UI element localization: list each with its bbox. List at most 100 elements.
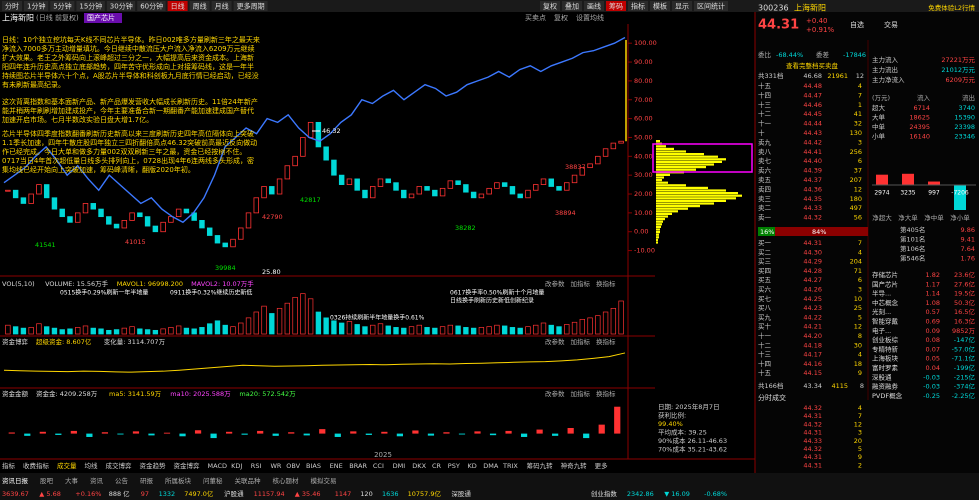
period-button[interactable] [106,1,136,11]
chip-bar [656,158,726,161]
bottom-tab: 资讯日报 [2,476,29,485]
candle [20,197,27,204]
book-volume: 6 [858,157,862,165]
sector-amount: 16.3亿 [954,317,975,326]
book-price: 44.20 [803,332,822,340]
chip-bar [656,228,660,231]
book-volume: 130 [850,129,862,137]
candle [261,186,267,199]
book-volume: 3 [858,138,862,146]
book-link: 查看完整档买卖盘 [786,61,839,70]
label: 21961 [827,72,848,80]
net-value: 997 [928,190,940,197]
book-volume: 7 [858,239,862,247]
period-button[interactable] [50,1,75,11]
chip-info: 90%成本 26.11-46.63 [658,436,727,445]
volume-bar [447,324,454,335]
label: 4115 [831,382,848,390]
tool-button[interactable] [628,1,648,11]
price-note: 38837 [565,163,586,171]
sector-change: 1.08 [926,299,940,307]
sector-change: 1.82 [926,271,940,279]
label: 23398 [954,123,975,131]
book-volume: 41 [854,110,862,118]
funds-bar [70,430,77,434]
candle [137,212,143,218]
book-price: 44.46 [803,101,822,109]
funds-bar [179,433,186,437]
chip-box [652,143,753,173]
period-button[interactable] [211,1,232,11]
y-tick-label: 30.00 [634,171,653,179]
candle [501,182,508,187]
book-volume: 204 [850,258,862,266]
candle [300,137,306,157]
chip-bar [656,173,670,176]
period-button[interactable] [233,1,268,11]
chip-bar [656,207,688,210]
label: 7.64 [961,245,975,253]
tool-button[interactable] [562,1,582,11]
candle [5,189,11,192]
period-button[interactable] [2,1,22,11]
volume-bar [230,326,236,335]
chip-bar [656,153,704,156]
panel-menu: 加指标 [571,337,591,346]
period-button[interactable] [137,1,166,11]
volume-bar [51,327,58,335]
funds-bar [489,433,497,436]
section-title: 分时成交 [758,393,786,402]
candle [610,142,617,150]
label: 8 [860,382,864,390]
period-button[interactable] [167,1,188,11]
volume-bar [509,327,516,335]
candle [222,242,228,248]
tool-button[interactable] [694,1,728,11]
status-item: +0.16% [75,490,101,498]
trade-price: 44.31 [803,429,822,437]
tool-button[interactable] [606,1,626,11]
book-price: 44.23 [803,304,822,312]
status-item: 创业指数 [591,489,618,498]
annotation: 日线：10个独立挖坑每天K线不同芯片半导体。昨日002唯多方量刷新三年之最天来净… [2,36,260,89]
tool-button[interactable] [540,1,560,11]
book-level: 买五 [758,276,772,284]
book-volume: 207 [850,176,862,184]
book-volume: 12 [854,323,862,331]
indicator-tab: WR [271,462,282,470]
volume-bar [346,321,353,335]
candle [59,208,65,218]
candle [245,212,252,229]
book-level: 卖五 [758,176,772,184]
tool-button[interactable] [672,1,692,11]
chip-bar [656,231,660,234]
net-bar [876,174,888,185]
candle [377,178,384,187]
book-level: 卖九 [758,137,772,146]
candle [408,193,415,199]
candle [323,146,329,161]
chip-bar [656,202,714,205]
period-button[interactable] [24,1,49,11]
period-button[interactable] [76,1,105,11]
price-note: 46.32 [322,127,341,135]
price-note: 42790 [262,213,283,221]
chip-bar [656,184,686,187]
candle [43,184,50,199]
status-item: 3639.67 [2,490,29,498]
tool-button[interactable] [584,1,604,11]
indicator-tab: BRAR [349,462,367,470]
funds-bar [443,432,450,434]
volume-bar [144,329,151,335]
indicator-tab: 收费指标 [23,461,50,470]
chip-bar [656,212,672,215]
book-level: 卖二 [758,204,772,212]
tool-button[interactable] [650,1,670,11]
label: 15390 [954,114,975,122]
sector-change: 0.08 [926,336,940,344]
sector-name: 智能穿戴 [872,317,899,326]
candle [331,159,337,176]
period-button[interactable] [189,1,210,11]
volume-bar [377,323,384,335]
sector-change: -0.03 [923,373,940,381]
